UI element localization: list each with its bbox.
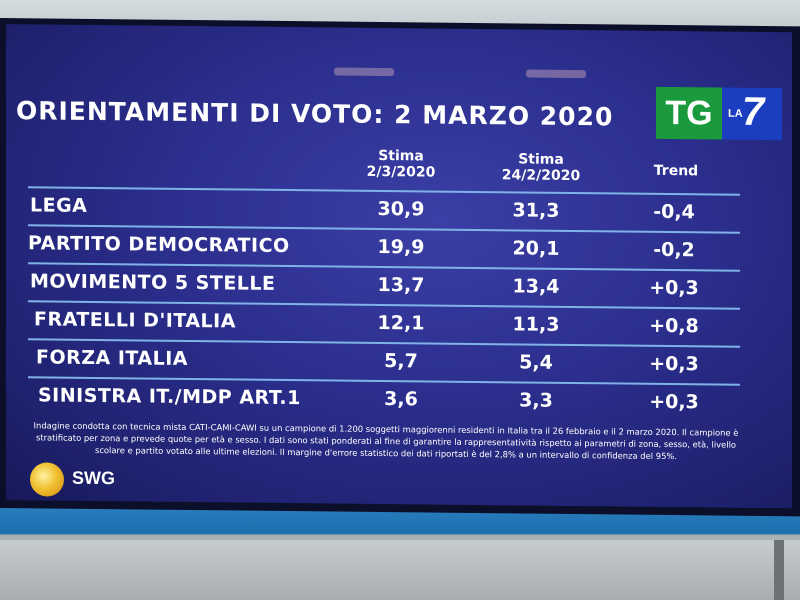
column-header-current: Stima 2/3/2020	[346, 148, 456, 181]
table-row: PARTITO DEMOCRATICO 19,9 20,1 -0,2	[6, 24, 792, 272]
table-row: FRATELLI D'ITALIA 12,1 11,3 +0,8	[6, 24, 792, 348]
table-row: LEGA 30,9 31,3 -0,4	[6, 24, 792, 234]
light-reflection	[526, 69, 586, 79]
current-estimate: 12,1	[377, 311, 425, 335]
swg-globe-icon	[30, 462, 64, 497]
results-table: LEGA 30,9 31,3 -0,4 PARTITO DEMOCRATICO 19,9 2…	[6, 24, 792, 413]
page-title: ORIENTAMENTI DI VOTO: 2 MARZO 2020	[16, 96, 614, 132]
tv-screen: ORIENTAMENTI DI VOTO: 2 MARZO 2020 TG LA…	[6, 24, 792, 509]
party-name: PARTITO DEMOCRATICO	[28, 232, 290, 258]
trend-value: +0,3	[649, 352, 699, 376]
current-estimate: 5,7	[384, 350, 418, 373]
trend-value: +0,3	[649, 276, 699, 300]
swg-brand-text: SWG	[72, 467, 115, 489]
seven-logo-text: 7	[742, 89, 765, 135]
party-name: FORZA ITALIA	[36, 346, 188, 370]
party-name: LEGA	[30, 194, 88, 217]
previous-estimate: 3,3	[519, 389, 553, 412]
row-divider	[28, 186, 740, 196]
current-estimate: 30,9	[377, 197, 425, 221]
light-reflection	[334, 67, 394, 77]
tg-la7-logo: TG LA 7	[656, 86, 782, 141]
party-name: MOVIMENTO 5 STELLE	[30, 270, 276, 295]
swg-logo: SWG	[30, 458, 140, 499]
column-header-date: 24/2/2020	[501, 167, 581, 185]
trend-value: +0,3	[649, 390, 699, 414]
row-divider	[28, 224, 740, 234]
floor	[0, 540, 800, 600]
previous-estimate: 11,3	[512, 313, 560, 336]
methodology-note: Indagine condotta con tecnica mista CATI…	[33, 420, 739, 462]
row-divider	[28, 262, 740, 272]
column-header-previous: Stima 24/2/2020	[476, 151, 606, 184]
row-divider	[28, 338, 740, 348]
table-row: MOVIMENTO 5 STELLE 13,7 13,4 +0,3	[6, 24, 792, 310]
table-row: SINISTRA IT./MDP ART.1 3,6 3,3 +0,3	[6, 24, 792, 413]
current-estimate: 3,6	[384, 388, 418, 411]
previous-estimate: 13,4	[512, 275, 560, 298]
previous-estimate: 5,4	[519, 351, 553, 374]
party-name: SINISTRA IT./MDP ART.1	[38, 384, 301, 410]
current-estimate: 19,9	[377, 235, 425, 259]
trend-value: -0,4	[653, 200, 695, 224]
current-estimate: 13,7	[377, 273, 425, 297]
column-header-trend: Trend	[653, 162, 699, 180]
table-row: FORZA ITALIA 5,7 5,4 +0,3	[6, 24, 792, 386]
trend-value: -0,2	[653, 238, 695, 262]
la7-logo: LA 7	[722, 87, 782, 141]
column-header-label: Stima	[378, 147, 424, 165]
trend-value: +0,8	[649, 314, 699, 338]
party-name: FRATELLI D'ITALIA	[34, 308, 236, 333]
la-logo-text: LA	[728, 107, 743, 120]
previous-estimate: 31,3	[512, 199, 560, 222]
stand-post	[774, 540, 784, 600]
column-header-label: Stima	[518, 151, 564, 168]
row-divider	[28, 376, 740, 386]
column-header-date: 2/3/2020	[366, 163, 436, 181]
tv-frame: ORIENTAMENTI DI VOTO: 2 MARZO 2020 TG LA…	[0, 18, 800, 517]
previous-estimate: 20,1	[512, 237, 560, 260]
row-divider	[28, 300, 740, 310]
tg-logo-text: TG	[656, 86, 722, 140]
